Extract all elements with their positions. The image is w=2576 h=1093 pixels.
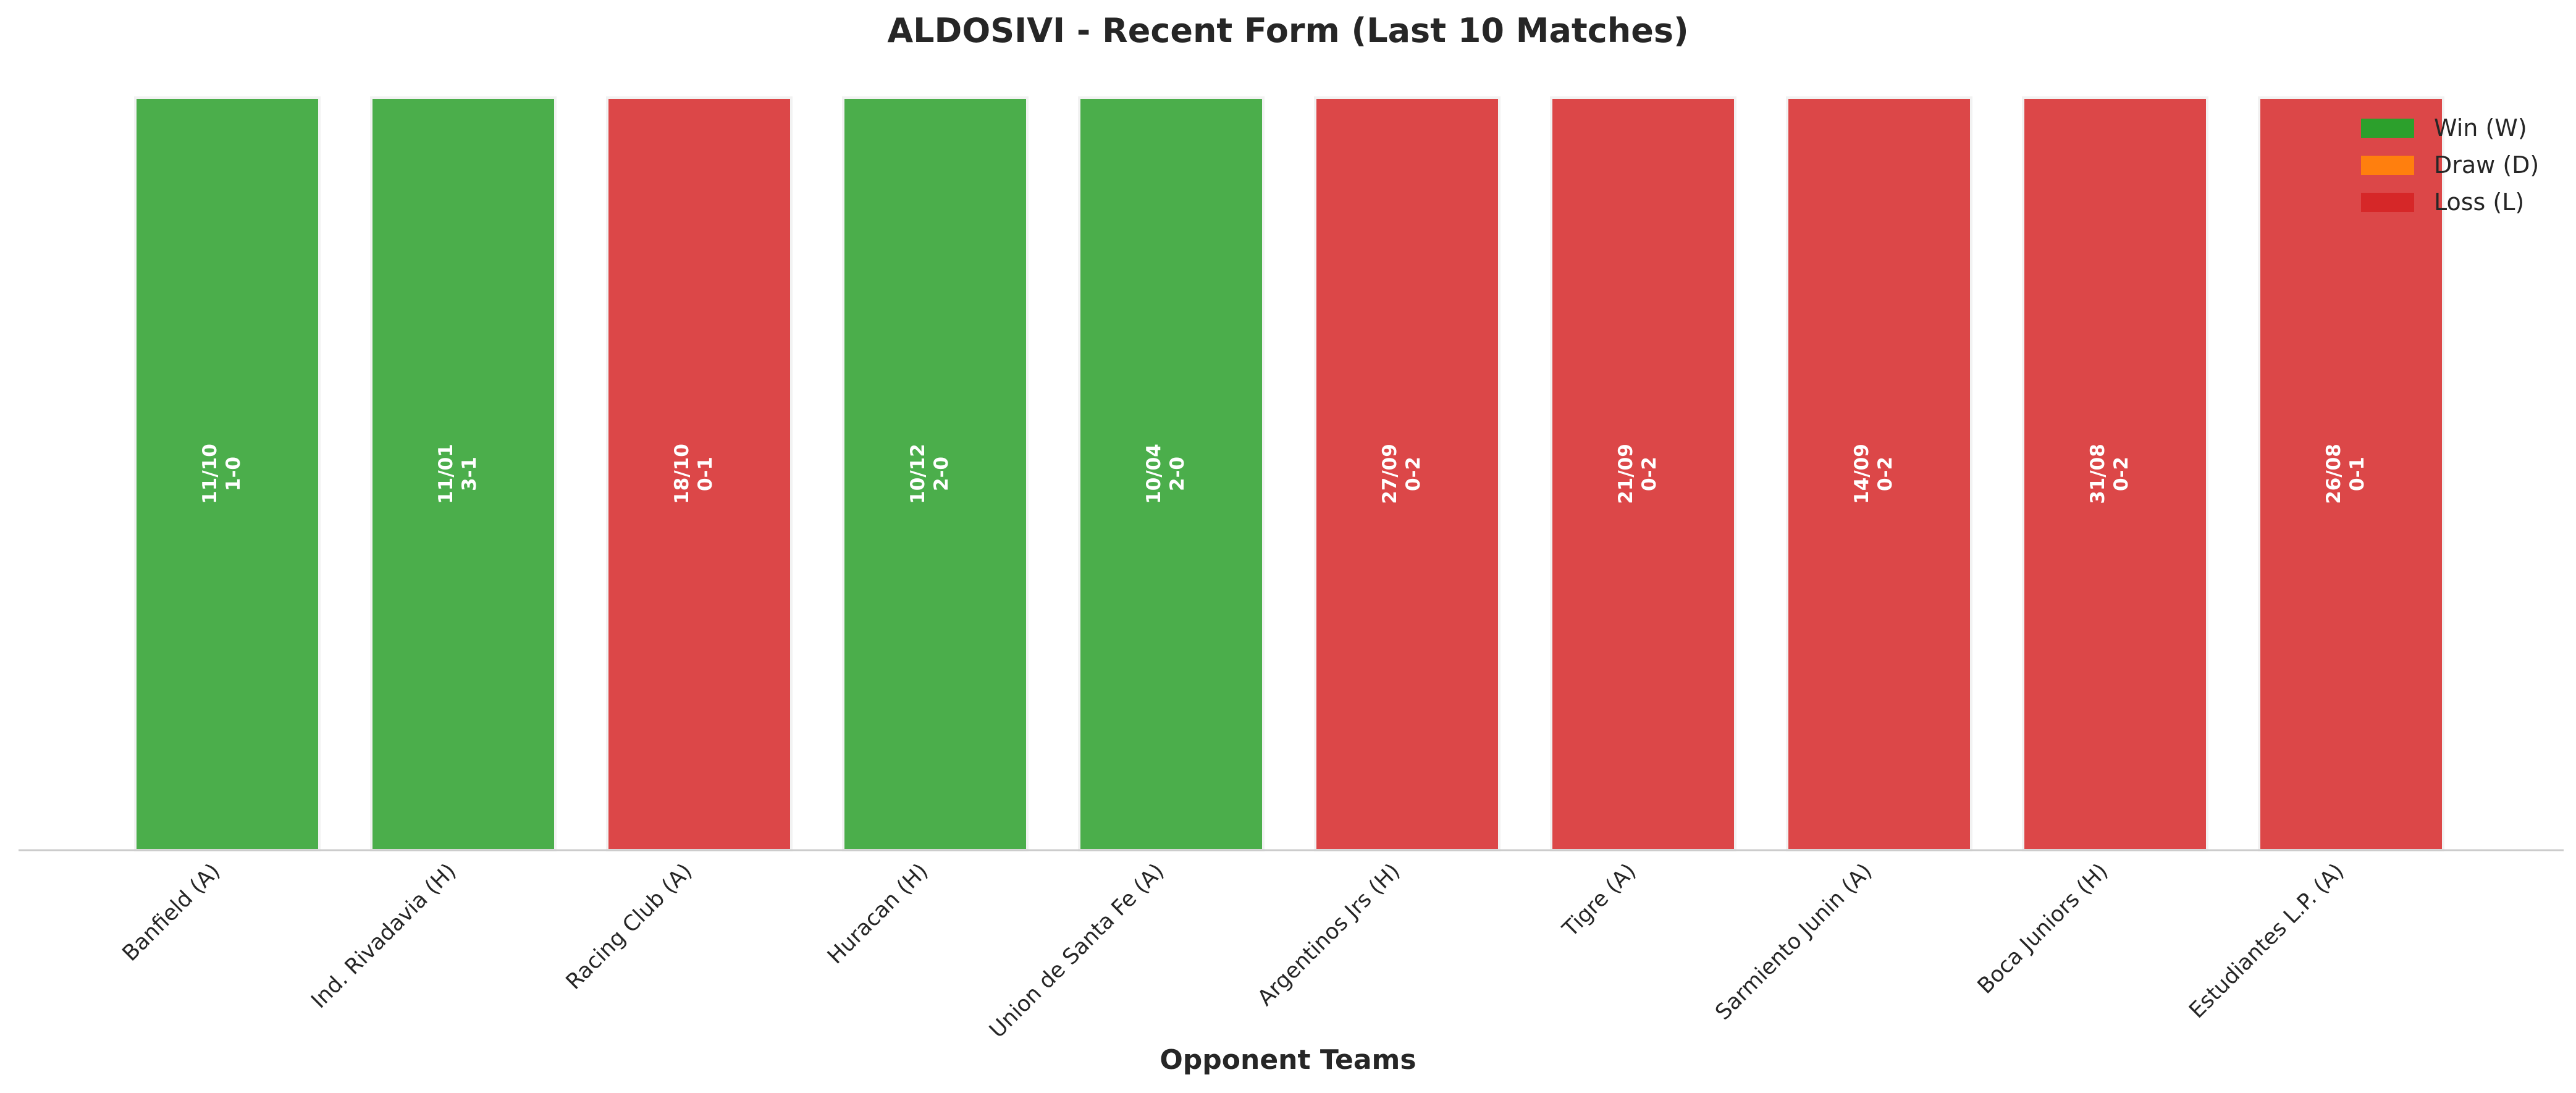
bar-score-label: 2-0 bbox=[1166, 457, 1189, 491]
bar-6 bbox=[1314, 96, 1501, 851]
bars-group: 11/10 1-0 11/01 3-1 18/10 0-1 10/12 2-0 10/04 2-0… bbox=[134, 96, 2444, 851]
bar-4 bbox=[842, 96, 1029, 851]
legend: Win (W) Draw (D) Loss (L) bbox=[2361, 114, 2539, 216]
bar-date-label: 27/09 bbox=[1379, 444, 1401, 504]
legend-swatch-w bbox=[2361, 119, 2414, 138]
bar-date-label: 10/04 bbox=[1143, 444, 1165, 504]
bar-date-label: 31/08 bbox=[2087, 444, 2109, 504]
bar-date-label: 26/08 bbox=[2323, 444, 2345, 504]
bar-date-label: 21/09 bbox=[1615, 444, 1637, 504]
bar-7 bbox=[1550, 96, 1736, 851]
bar-score-label: 0-2 bbox=[1402, 457, 1425, 491]
bar-date-label: 10/12 bbox=[907, 444, 929, 504]
bar-score-label: 0-2 bbox=[2110, 457, 2132, 491]
legend-swatch-d bbox=[2361, 156, 2414, 175]
chart-title: ALDOSIVI - Recent Form (Last 10 Matches) bbox=[887, 11, 1688, 50]
bar-score-label: 1-0 bbox=[222, 457, 245, 491]
bar-score-label: 3-1 bbox=[458, 457, 481, 491]
bar-1 bbox=[134, 96, 321, 851]
legend-label-d: Draw (D) bbox=[2434, 151, 2539, 179]
bar-9 bbox=[2022, 96, 2208, 851]
bar-score-label: 0-2 bbox=[1638, 457, 1661, 491]
bar-score-label: 0-1 bbox=[694, 457, 717, 491]
bar-8 bbox=[1786, 96, 1972, 851]
bar-5 bbox=[1078, 96, 1265, 851]
bar-date-label: 14/09 bbox=[1851, 444, 1873, 504]
legend-swatch-l bbox=[2361, 193, 2414, 212]
bar-10 bbox=[2258, 96, 2444, 851]
bar-date-label: 11/01 bbox=[435, 444, 457, 504]
bar-score-label: 2-0 bbox=[930, 457, 953, 491]
bar-score-label: 0-2 bbox=[1874, 457, 1896, 491]
bar-score-label: 0-1 bbox=[2346, 457, 2368, 491]
legend-label-w: Win (W) bbox=[2434, 114, 2527, 141]
legend-label-l: Loss (L) bbox=[2434, 188, 2524, 216]
bar-date-label: 11/10 bbox=[199, 444, 221, 504]
bar-date-label: 18/10 bbox=[671, 444, 693, 504]
x-axis-label: Opponent Teams bbox=[1160, 1044, 1416, 1076]
bar-3 bbox=[606, 96, 793, 851]
